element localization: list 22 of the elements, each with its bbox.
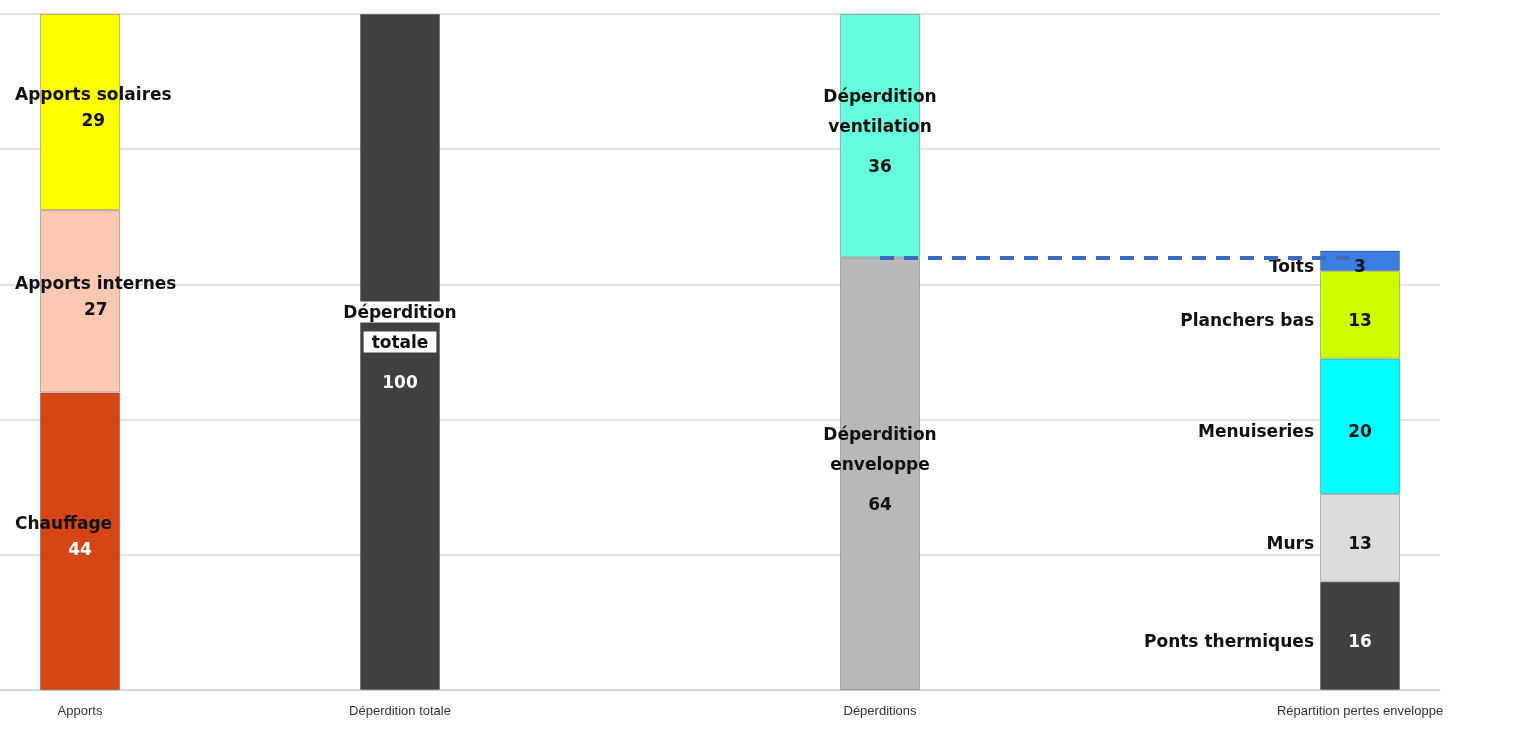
x-tick-label: Déperditions xyxy=(843,703,917,718)
data-label: 20 xyxy=(1348,421,1372,442)
series-label: Menuiseries xyxy=(1198,421,1315,442)
series-label: Déperdition enveloppe xyxy=(823,423,937,474)
series-label: Murs xyxy=(1266,532,1314,553)
data-label: 64 xyxy=(868,493,892,514)
data-label: 44 xyxy=(68,539,92,560)
series-label: Apports internes xyxy=(15,272,177,293)
series-label: Déperdition totale xyxy=(343,302,457,352)
series-label: Ponts thermiques xyxy=(1143,630,1314,651)
data-label: 13 xyxy=(1348,532,1372,553)
x-tick-label: Déperdition totale xyxy=(349,703,451,718)
data-label: 27 xyxy=(83,299,108,320)
data-label: 3 xyxy=(1354,255,1366,276)
series-label: Planchers bas xyxy=(1180,309,1315,330)
data-label: 36 xyxy=(868,155,892,176)
data-label: 100 xyxy=(382,372,418,392)
data-label: 16 xyxy=(1348,630,1372,651)
data-label: 13 xyxy=(1348,309,1372,330)
x-tick-label: Apports xyxy=(57,703,103,718)
data-label: 29 xyxy=(81,110,106,131)
x-tick-label: Répartition pertes enveloppe xyxy=(1276,703,1444,718)
